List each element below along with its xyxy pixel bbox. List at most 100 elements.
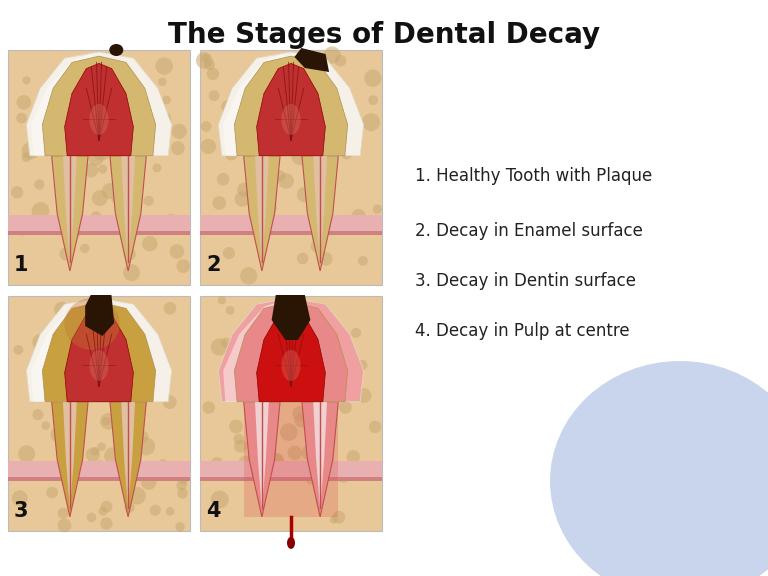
Circle shape (326, 404, 338, 415)
Circle shape (91, 211, 101, 222)
Circle shape (92, 190, 108, 206)
Bar (200, 50, 382, 285)
Circle shape (250, 448, 263, 463)
Circle shape (342, 124, 356, 139)
Circle shape (158, 78, 167, 86)
Circle shape (17, 95, 31, 109)
Circle shape (336, 466, 352, 483)
Circle shape (319, 376, 333, 390)
Circle shape (91, 447, 100, 456)
Circle shape (254, 430, 266, 442)
Circle shape (288, 465, 297, 475)
Circle shape (175, 522, 185, 532)
Circle shape (309, 302, 327, 320)
Circle shape (170, 244, 184, 259)
Circle shape (137, 437, 155, 455)
Circle shape (225, 148, 237, 161)
Circle shape (166, 507, 174, 516)
Polygon shape (218, 298, 363, 401)
Circle shape (297, 187, 313, 202)
Bar (8, 231, 190, 235)
Circle shape (155, 58, 173, 75)
Text: 1. Healthy Tooth with Plaque: 1. Healthy Tooth with Plaque (415, 167, 652, 185)
Polygon shape (51, 401, 88, 517)
Circle shape (351, 209, 366, 223)
Circle shape (31, 202, 49, 219)
Circle shape (207, 68, 219, 80)
Text: 3. Decay in Dentin surface: 3. Decay in Dentin surface (415, 272, 636, 290)
Circle shape (278, 173, 294, 189)
Circle shape (323, 47, 341, 63)
Circle shape (111, 194, 121, 204)
Circle shape (123, 264, 140, 281)
Circle shape (131, 166, 143, 178)
Circle shape (335, 381, 347, 393)
Circle shape (91, 65, 102, 75)
Circle shape (102, 417, 111, 426)
Circle shape (84, 163, 98, 177)
Circle shape (32, 409, 44, 420)
Circle shape (15, 221, 29, 236)
Circle shape (41, 421, 50, 430)
Polygon shape (223, 300, 284, 401)
Circle shape (88, 298, 99, 309)
Circle shape (364, 70, 382, 87)
Circle shape (240, 122, 254, 135)
Circle shape (229, 419, 243, 433)
Circle shape (295, 61, 307, 73)
Circle shape (287, 59, 302, 74)
Circle shape (270, 453, 283, 467)
Circle shape (210, 457, 223, 469)
Circle shape (339, 401, 352, 414)
Polygon shape (255, 156, 269, 264)
Circle shape (101, 517, 113, 530)
Circle shape (209, 90, 220, 101)
Circle shape (290, 103, 303, 115)
Circle shape (320, 368, 336, 383)
Circle shape (51, 112, 59, 120)
Circle shape (162, 96, 170, 104)
Circle shape (343, 132, 360, 149)
Bar (243, 401, 339, 517)
Circle shape (330, 86, 339, 94)
Polygon shape (42, 56, 156, 156)
Circle shape (287, 446, 302, 460)
Circle shape (234, 191, 250, 207)
Circle shape (177, 259, 190, 273)
Circle shape (43, 348, 55, 360)
Circle shape (158, 459, 167, 468)
Circle shape (65, 224, 81, 240)
Text: 1: 1 (14, 255, 28, 275)
Circle shape (72, 330, 89, 346)
Circle shape (307, 395, 325, 412)
Bar (8, 460, 190, 478)
Circle shape (73, 79, 86, 93)
Circle shape (128, 410, 142, 423)
Circle shape (153, 164, 161, 172)
Circle shape (140, 363, 157, 381)
Polygon shape (31, 54, 92, 156)
Circle shape (84, 71, 97, 84)
Polygon shape (255, 401, 269, 510)
Circle shape (372, 204, 382, 214)
Circle shape (94, 460, 106, 472)
Circle shape (84, 304, 101, 320)
Circle shape (149, 106, 161, 118)
Polygon shape (272, 295, 310, 340)
Polygon shape (110, 156, 147, 271)
Circle shape (203, 401, 215, 414)
Circle shape (369, 420, 382, 433)
Circle shape (221, 100, 234, 113)
Polygon shape (31, 300, 92, 401)
Circle shape (16, 112, 27, 123)
Polygon shape (243, 401, 280, 517)
Circle shape (262, 323, 280, 340)
Circle shape (315, 112, 330, 127)
Circle shape (179, 475, 188, 484)
Circle shape (108, 59, 118, 69)
Polygon shape (257, 63, 326, 156)
Polygon shape (63, 401, 77, 510)
Circle shape (310, 137, 321, 147)
Circle shape (356, 388, 372, 403)
Circle shape (101, 501, 112, 513)
